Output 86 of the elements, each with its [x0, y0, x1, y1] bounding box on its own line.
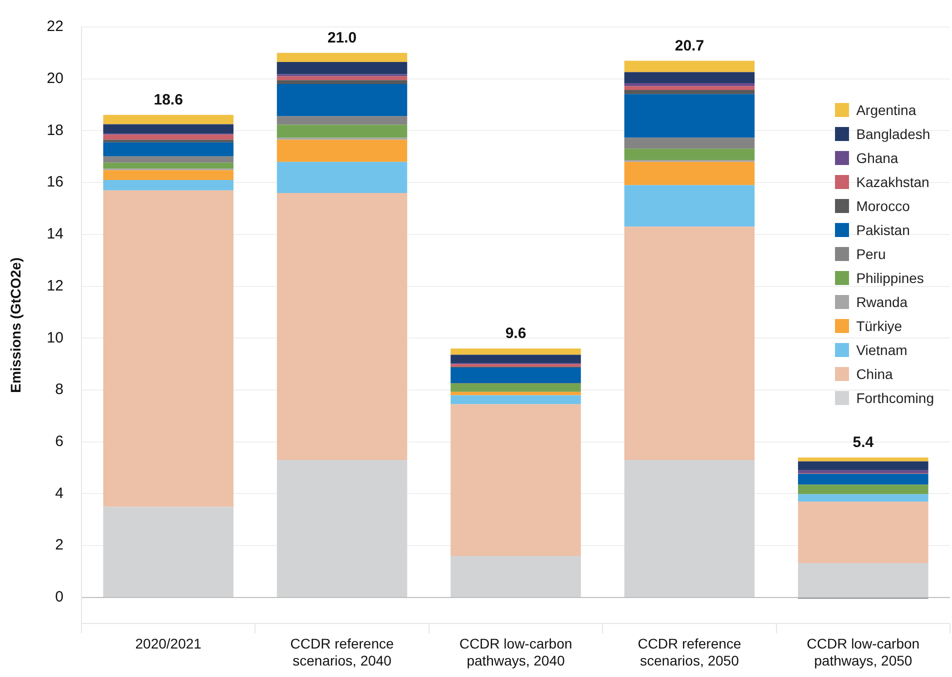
bar: [103, 162, 234, 169]
bar: [450, 384, 581, 392]
bar: [103, 190, 234, 507]
bar: [798, 474, 928, 485]
bar: [103, 170, 234, 180]
bar: [276, 62, 408, 74]
y-tick-label: 12: [46, 277, 64, 294]
y-tick-label: 14: [46, 226, 64, 243]
bar: [624, 162, 755, 186]
legend-label: Forthcoming: [856, 390, 934, 406]
bar: [276, 84, 408, 116]
bar: [103, 124, 234, 134]
y-tick-label: 16: [46, 174, 64, 191]
legend-label: Bangladesh: [856, 126, 930, 142]
bar: [103, 140, 234, 142]
total-label: 20.7: [674, 37, 704, 54]
y-axis-title: Emissions (GtCO2e): [7, 258, 24, 393]
y-tick-label: 18: [46, 122, 64, 139]
bar: [624, 94, 755, 138]
total-label: 9.6: [505, 325, 526, 342]
bar: [103, 134, 234, 140]
bar: [450, 404, 581, 556]
y-tick-label: 0: [55, 588, 64, 606]
bar: [624, 138, 755, 149]
x-tick-label: CCDR reference scenarios, 2050: [638, 636, 742, 668]
bar: [450, 364, 581, 367]
bar: [450, 367, 581, 384]
bar: [798, 562, 928, 597]
x-tick-label: CCDR low-carbon pathways, 2040: [459, 636, 572, 668]
total-label: 5.4: [852, 434, 874, 452]
legend-label: Türkiye: [856, 318, 902, 334]
legend-label: Ghana: [856, 150, 898, 166]
bar: [798, 484, 928, 494]
y-tick-label: 4: [55, 484, 64, 502]
x-tick-label: CCDR low-carbon pathways, 2050: [806, 636, 920, 668]
legend-label: Vietnam: [856, 342, 908, 358]
legend-label: Pakistan: [856, 222, 910, 238]
y-tick-label: 8: [55, 381, 64, 398]
bar: [798, 470, 928, 474]
bar: [276, 192, 408, 460]
bar: [450, 348, 581, 355]
bar: [103, 506, 234, 597]
bar: [624, 460, 755, 597]
bar: [276, 80, 408, 84]
legend-label: Philippines: [856, 270, 924, 286]
legend-label: Rwanda: [856, 294, 908, 310]
bar: [798, 502, 928, 563]
bar: [450, 556, 581, 597]
bar: [103, 180, 234, 190]
total-label: 21.0: [327, 30, 357, 47]
bar: [624, 90, 755, 94]
bar: [103, 114, 234, 124]
legend-label: Argentina: [856, 102, 916, 118]
legend-label: China: [856, 366, 893, 382]
y-tick-label: 22: [46, 18, 64, 36]
y-tick-label: 6: [55, 433, 64, 450]
bar: [624, 185, 755, 227]
legend-label: Morocco: [856, 198, 910, 214]
y-tick-label: 20: [46, 70, 64, 87]
bar: [103, 156, 234, 163]
bar: [450, 354, 581, 364]
bar: [103, 142, 234, 156]
bar: [798, 494, 928, 502]
bar: [276, 76, 408, 80]
bar: [624, 86, 755, 90]
bar: [276, 52, 408, 62]
x-tick-label: CCDR reference scenarios, 2040: [290, 636, 394, 668]
bar: [276, 460, 408, 597]
bar: [276, 116, 408, 125]
bar: [276, 140, 408, 162]
total-label: 18.6: [154, 92, 183, 109]
bar: [624, 60, 755, 72]
bar: [276, 162, 408, 193]
y-tick-label: 10: [46, 329, 64, 346]
bar: [624, 72, 755, 84]
y-tick-label: 2: [55, 536, 64, 554]
bar: [450, 395, 581, 404]
legend-label: Kazakhstan: [856, 174, 930, 190]
legend-label: Peru: [856, 246, 886, 262]
bar: [624, 148, 755, 160]
bar: [624, 83, 755, 86]
x-tick-label: 2020/2021: [135, 636, 202, 652]
bar: [276, 124, 408, 138]
bar: [624, 226, 755, 460]
bar: [798, 461, 928, 470]
bar: [798, 457, 928, 462]
